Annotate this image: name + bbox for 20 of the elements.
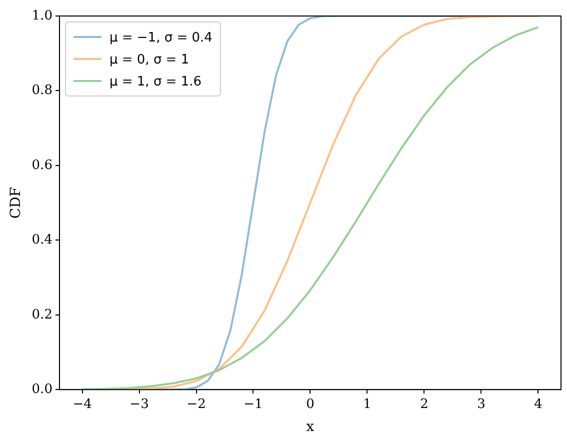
y-tick-label: 0.2 [32, 307, 52, 322]
x-tick-label: −1 [244, 396, 263, 412]
legend-label: μ = −1, σ = 0.4 [109, 30, 212, 46]
legend-label: μ = 1, σ = 1.6 [109, 74, 202, 90]
y-tick-label: 0.4 [32, 232, 52, 248]
x-tick-label: −4 [72, 396, 92, 412]
y-tick-label: 0.6 [32, 158, 52, 173]
legend-label: μ = 0, σ = 1 [109, 52, 190, 68]
y-tick-label: 0.8 [32, 83, 52, 98]
x-tick-label: 2 [420, 396, 428, 412]
y-axis-title: CDF [8, 186, 24, 219]
x-tick-label: 4 [534, 396, 542, 412]
x-axis-title: x [306, 419, 314, 436]
x-tick-label: 1 [363, 396, 372, 412]
x-tick-label: 0 [306, 396, 314, 412]
x-tick-label: −3 [130, 396, 149, 412]
x-tick-label: 3 [477, 396, 486, 412]
y-tick-label: 1.0 [32, 8, 52, 24]
x-tick-label: −2 [186, 396, 206, 412]
y-tick-label: 0.0 [32, 382, 52, 397]
